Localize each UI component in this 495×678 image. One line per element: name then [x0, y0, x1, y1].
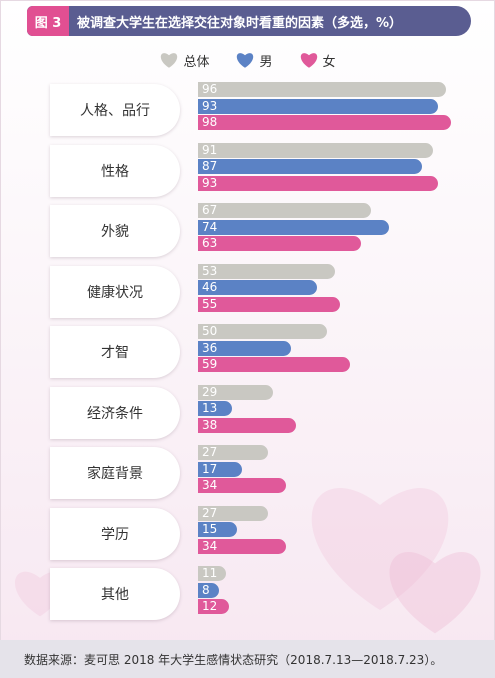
bar-value-label: 13 — [202, 401, 217, 415]
bar-male: 17 — [198, 462, 242, 477]
category-label: 其他 — [50, 568, 180, 620]
bar-male: 74 — [198, 220, 389, 235]
bar-male: 8 — [198, 583, 219, 598]
bar-male: 36 — [198, 341, 291, 356]
bar-value-label: 53 — [202, 264, 217, 278]
bar-value-label: 55 — [202, 297, 217, 311]
category-label: 学历 — [50, 508, 180, 560]
bar-value-label: 29 — [202, 385, 217, 399]
bar-female: 55 — [198, 297, 340, 312]
category-label: 健康状况 — [50, 266, 180, 318]
bar-value-label: 34 — [202, 539, 217, 553]
bar-male: 13 — [198, 401, 232, 416]
bar-value-label: 96 — [202, 82, 217, 96]
bar-value-label: 27 — [202, 445, 217, 459]
bar-female: 98 — [198, 115, 451, 130]
bar-male: 46 — [198, 280, 317, 295]
bar-overall: 96 — [198, 82, 446, 97]
bar-value-label: 46 — [202, 280, 217, 294]
category-label: 才智 — [50, 326, 180, 378]
bar-female: 12 — [198, 599, 229, 614]
bar-female: 63 — [198, 236, 361, 251]
category-label: 经济条件 — [50, 387, 180, 439]
bar-value-label: 91 — [202, 143, 217, 157]
bar-overall: 27 — [198, 445, 268, 460]
bar-value-label: 8 — [202, 583, 210, 597]
bar-value-label: 27 — [202, 506, 217, 520]
source-note: 数据来源：麦可思 2018 年大学生感情状态研究（2018.7.13—2018.… — [0, 640, 495, 678]
bar-overall: 50 — [198, 324, 327, 339]
bar-value-label: 12 — [202, 599, 217, 613]
bar-male: 93 — [198, 99, 438, 114]
bar-value-label: 93 — [202, 99, 217, 113]
bar-value-label: 59 — [202, 357, 217, 371]
bar-overall: 67 — [198, 203, 371, 218]
bar-value-label: 15 — [202, 522, 217, 536]
bar-female: 93 — [198, 176, 438, 191]
bar-overall: 53 — [198, 264, 335, 279]
bar-value-label: 67 — [202, 203, 217, 217]
bar-value-label: 93 — [202, 176, 217, 190]
bar-female: 59 — [198, 357, 350, 372]
bar-value-label: 11 — [202, 566, 217, 580]
bar-value-label: 36 — [202, 341, 217, 355]
bar-overall: 29 — [198, 385, 273, 400]
bar-female: 38 — [198, 418, 296, 433]
bar-value-label: 34 — [202, 478, 217, 492]
bar-female: 34 — [198, 539, 286, 554]
bar-overall: 27 — [198, 506, 268, 521]
bar-value-label: 38 — [202, 418, 217, 432]
category-label: 性格 — [50, 145, 180, 197]
category-label: 人格、品行 — [50, 84, 180, 136]
bar-value-label: 50 — [202, 324, 217, 338]
bar-value-label: 98 — [202, 115, 217, 129]
category-label: 家庭背景 — [50, 447, 180, 499]
bar-value-label: 17 — [202, 462, 217, 476]
category-label: 外貌 — [50, 205, 180, 257]
bar-male: 87 — [198, 159, 422, 174]
bar-overall: 11 — [198, 566, 226, 581]
bar-value-label: 63 — [202, 236, 217, 250]
bar-overall: 91 — [198, 143, 433, 158]
bar-value-label: 87 — [202, 159, 217, 173]
bar-female: 34 — [198, 478, 286, 493]
bar-male: 15 — [198, 522, 237, 537]
bar-value-label: 74 — [202, 220, 217, 234]
